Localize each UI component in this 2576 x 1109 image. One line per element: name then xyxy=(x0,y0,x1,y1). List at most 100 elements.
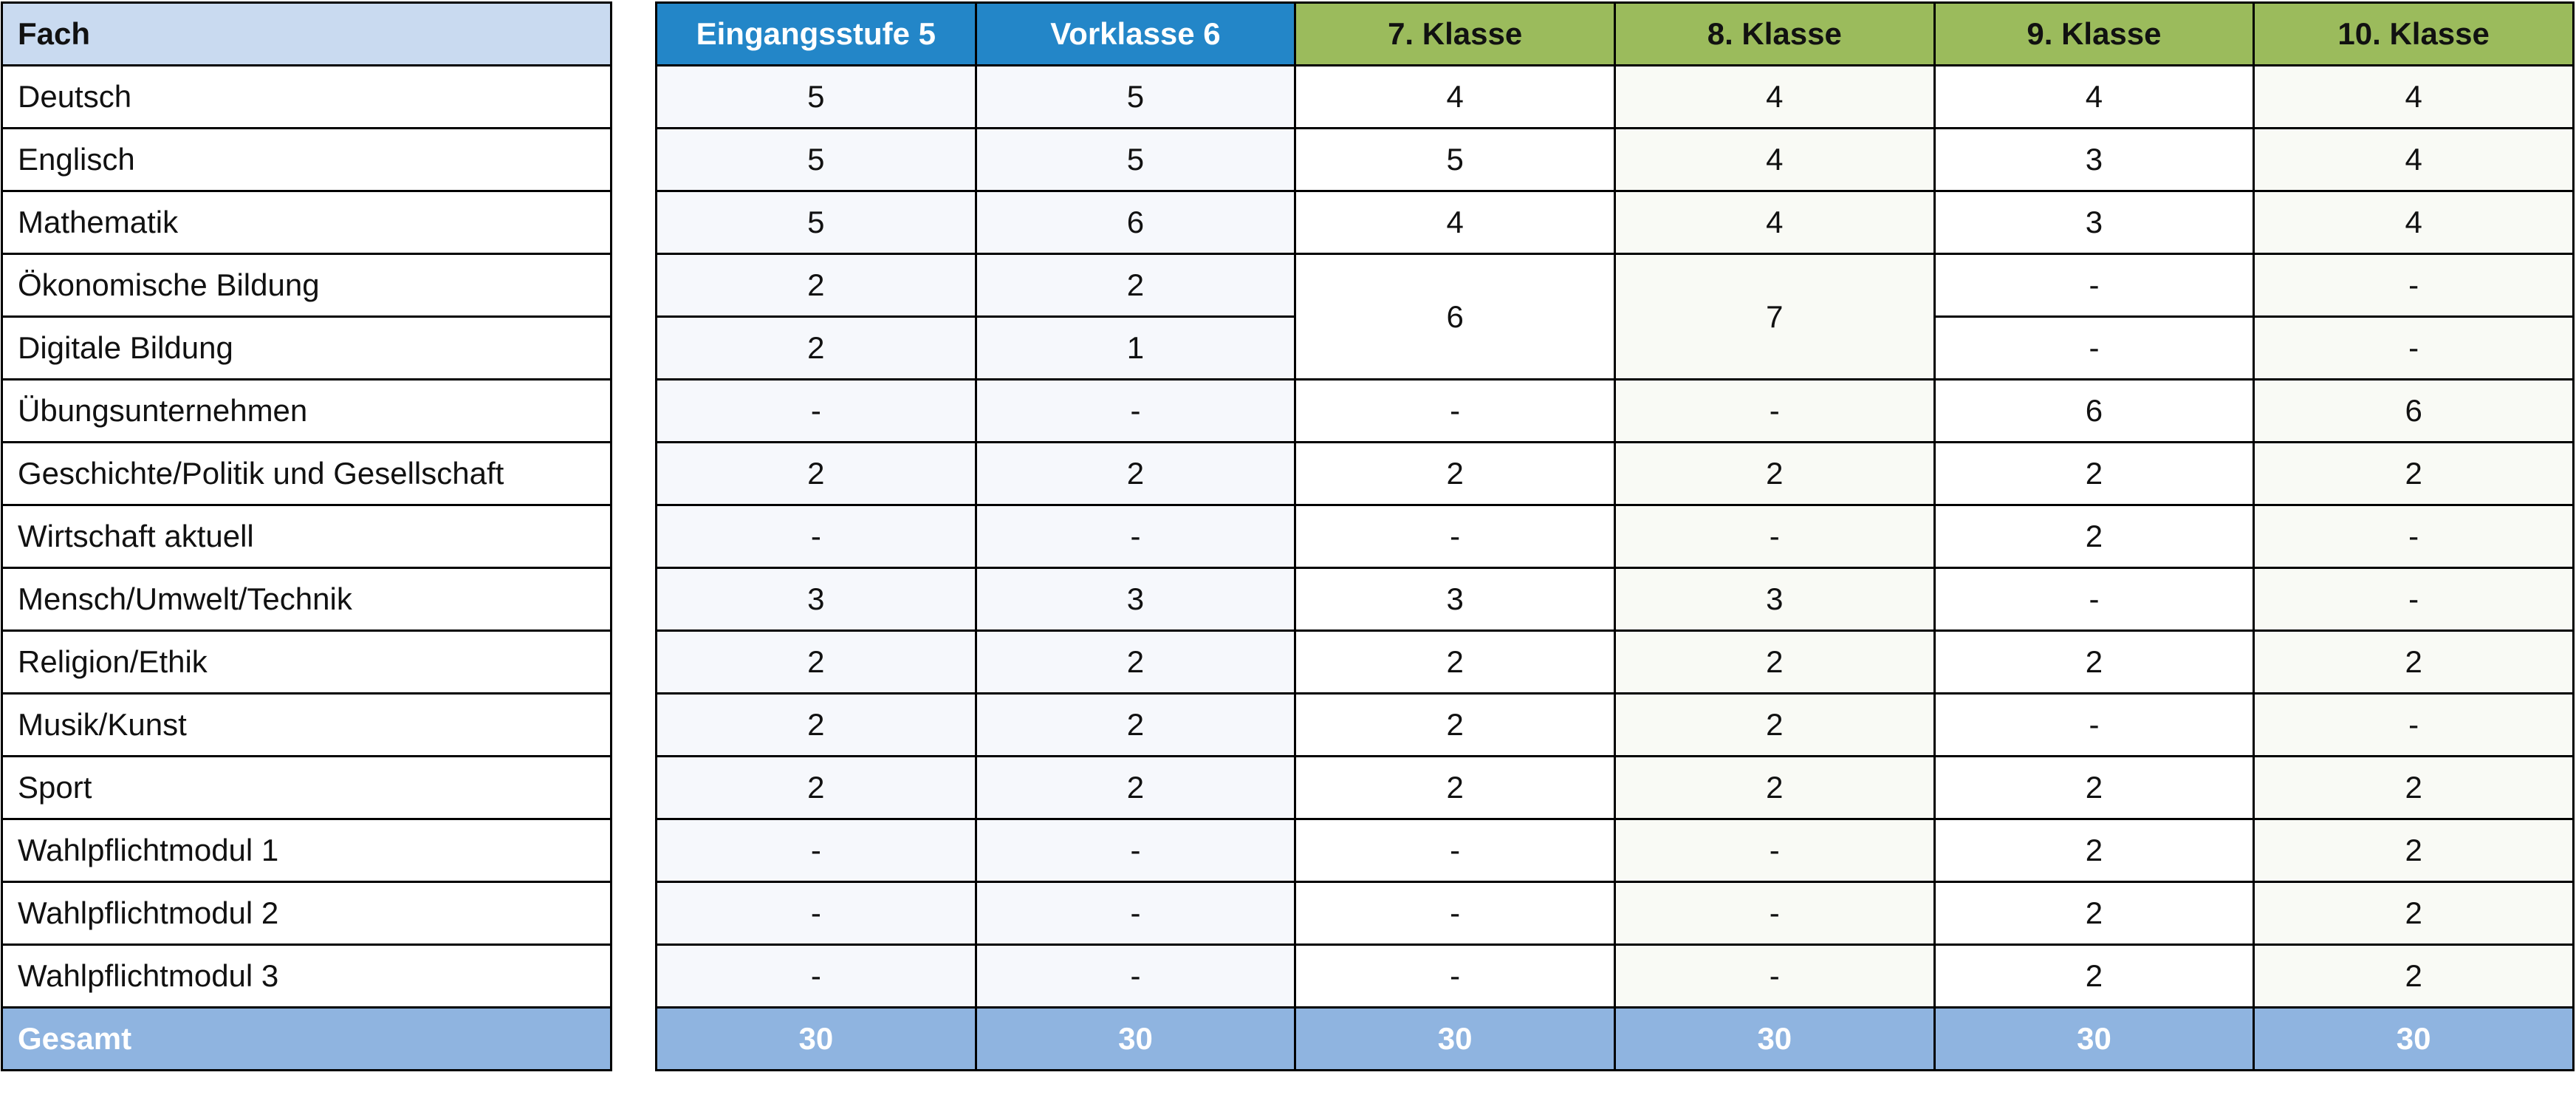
hours-cell: 2 xyxy=(2253,629,2575,695)
hours-cell: - xyxy=(1933,315,2255,381)
hours-cell: 5 xyxy=(974,127,1297,192)
hours-cell: - xyxy=(1294,881,1616,946)
subject-cell: Geschichte/Politik und Gesellschaft xyxy=(1,441,612,506)
hours-cell: 2 xyxy=(1294,755,1616,820)
hours-cell: 2 xyxy=(1933,504,2255,569)
subject-cell: Musik/Kunst xyxy=(1,692,612,757)
hours-cell: - xyxy=(2253,253,2575,318)
hours-cell: - xyxy=(1613,818,1936,883)
hours-cell: 7 xyxy=(1613,253,1936,381)
table-row: Religion/Ethik xyxy=(1,629,612,695)
column-header: 9. Klasse xyxy=(1933,1,2255,66)
hours-cell: 2 xyxy=(1933,943,2255,1009)
hours-cell: 5 xyxy=(655,127,977,192)
hours-cell: 4 xyxy=(2253,127,2575,192)
hours-cell: 2 xyxy=(1294,629,1616,695)
total-cell: 30 xyxy=(974,1006,1297,1071)
hours-cell: 2 xyxy=(974,253,1297,318)
hours-cell: 6 xyxy=(2253,378,2575,443)
hours-cell: 2 xyxy=(1613,629,1936,695)
total-cell: 30 xyxy=(1613,1006,1936,1071)
hours-cell: - xyxy=(1294,818,1616,883)
hours-cell: 6 xyxy=(1933,378,2255,443)
total-row: Gesamt xyxy=(1,1006,612,1071)
hours-cell: 2 xyxy=(655,692,977,757)
table-row: Digitale Bildung xyxy=(1,315,612,381)
hours-cell: - xyxy=(655,943,977,1009)
hours-cell: 6 xyxy=(1294,253,1616,381)
hours-cell: - xyxy=(655,504,977,569)
subject-cell: Mathematik xyxy=(1,190,612,255)
table-row: Musik/Kunst xyxy=(1,692,612,757)
hours-cell: 2 xyxy=(655,755,977,820)
table-row: Übungsunternehmen xyxy=(1,378,612,443)
hours-cell: 5 xyxy=(655,64,977,129)
hours-cell: 3 xyxy=(1613,567,1936,632)
hours-cell: - xyxy=(655,378,977,443)
column-header: 10. Klasse xyxy=(2253,1,2575,66)
column-header: Eingangsstufe 5 xyxy=(655,1,977,66)
hours-cell: - xyxy=(1294,504,1616,569)
hours-cell: - xyxy=(1294,943,1616,1009)
subject-cell: Wahlpflichtmodul 3 xyxy=(1,943,612,1009)
hours-cell: 2 xyxy=(2253,755,2575,820)
subject-header: Fach xyxy=(1,1,612,66)
hours-cell: 4 xyxy=(1933,64,2255,129)
hours-cell: 4 xyxy=(2253,190,2575,255)
hours-cell: 2 xyxy=(1933,881,2255,946)
hours-cell: 2 xyxy=(1933,755,2255,820)
table-row: Mathematik xyxy=(1,190,612,255)
hours-cell: 5 xyxy=(655,190,977,255)
subject-cell: Deutsch xyxy=(1,64,612,129)
table-row: Ökonomische Bildung xyxy=(1,253,612,318)
hours-cell: 3 xyxy=(974,567,1297,632)
hours-cell: 3 xyxy=(1933,190,2255,255)
table-row: Geschichte/Politik und Gesellschaft xyxy=(1,441,612,506)
hours-table: Eingangsstufe 5 Vorklasse 6 7. Klasse 8. Kl… xyxy=(655,1,2575,1071)
subject-cell: Übungsunternehmen xyxy=(1,378,612,443)
hours-cell: - xyxy=(2253,315,2575,381)
total-cell: 30 xyxy=(2253,1006,2575,1071)
hours-cell: 2 xyxy=(1613,692,1936,757)
table-row: Englisch xyxy=(1,127,612,192)
total-cell: 30 xyxy=(1933,1006,2255,1071)
hours-cell: - xyxy=(2253,504,2575,569)
hours-cell: - xyxy=(974,378,1297,443)
subject-cell: Ökonomische Bildung xyxy=(1,253,612,318)
column-header: 7. Klasse xyxy=(1294,1,1616,66)
hours-cell: 2 xyxy=(974,692,1297,757)
hours-cell: 2 xyxy=(2253,818,2575,883)
hours-cell: - xyxy=(655,818,977,883)
hours-cell: 2 xyxy=(1613,441,1936,506)
table-row: Wahlpflichtmodul 1 xyxy=(1,818,612,883)
subject-cell: Wirtschaft aktuell xyxy=(1,504,612,569)
hours-cell: 2 xyxy=(655,441,977,506)
hours-cell: - xyxy=(655,881,977,946)
subject-cell: Englisch xyxy=(1,127,612,192)
hours-cell: 3 xyxy=(655,567,977,632)
hours-cell: 4 xyxy=(1613,64,1936,129)
hours-cell: 2 xyxy=(655,253,977,318)
hours-cell: 2 xyxy=(974,441,1297,506)
total-cell: 30 xyxy=(1294,1006,1616,1071)
subject-cell: Digitale Bildung xyxy=(1,315,612,381)
table-row: Mensch/Umwelt/Technik xyxy=(1,567,612,632)
subject-cell: Mensch/Umwelt/Technik xyxy=(1,567,612,632)
hours-cell: - xyxy=(1294,378,1616,443)
hours-cell: - xyxy=(1613,881,1936,946)
hours-cell: 6 xyxy=(974,190,1297,255)
hours-cell: - xyxy=(974,504,1297,569)
hours-cell: - xyxy=(2253,567,2575,632)
hours-cell: - xyxy=(974,943,1297,1009)
table-row: Wahlpflichtmodul 3 xyxy=(1,943,612,1009)
hours-cell: 3 xyxy=(1933,127,2255,192)
